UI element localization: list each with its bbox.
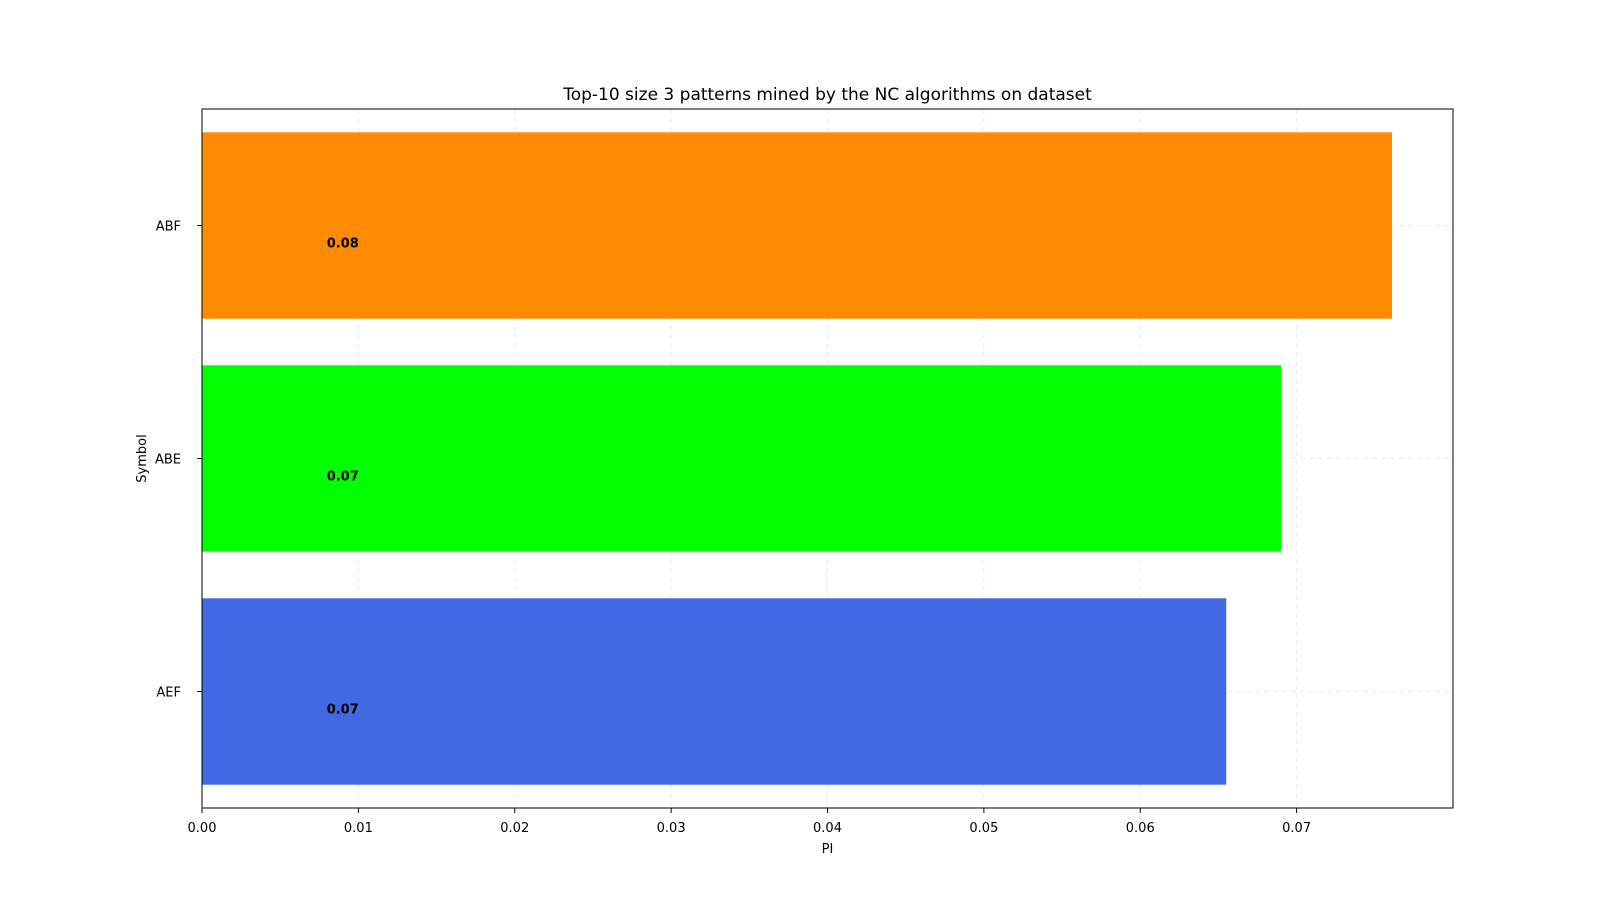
bar-value-label-abf: 0.08: [327, 237, 359, 252]
x-tick-label-3: 0.03: [657, 821, 686, 836]
x-tick-label-1: 0.01: [344, 821, 373, 836]
bar-value-labels: 0.08 0.07 0.07: [327, 237, 359, 718]
y-axis-ticks: ABF ABE AEF: [155, 220, 202, 701]
y-tick-label-abf: ABF: [156, 220, 181, 235]
bar-abf: [202, 132, 1393, 319]
y-axis-label: Symbol: [135, 434, 150, 482]
bar-aef: [202, 598, 1227, 785]
y-tick-label-abe: ABE: [155, 453, 181, 468]
bar-value-label-abe: 0.07: [327, 470, 359, 485]
x-axis-ticks: 0.00 0.01 0.02 0.03 0.04 0.05 0.06 0.07: [188, 808, 1311, 836]
x-tick-label-2: 0.02: [500, 821, 529, 836]
chart-title: Top-10 size 3 patterns mined by the NC a…: [562, 85, 1092, 105]
x-axis-label: PI: [822, 842, 834, 857]
x-tick-label-4: 0.04: [813, 821, 842, 836]
x-tick-label-6: 0.06: [1126, 821, 1155, 836]
bar-value-label-aef: 0.07: [327, 703, 359, 718]
x-tick-label-0: 0.00: [188, 821, 217, 836]
x-tick-label-7: 0.07: [1282, 821, 1311, 836]
y-tick-label-aef: AEF: [156, 686, 181, 701]
bars: [202, 132, 1393, 785]
x-tick-label-5: 0.05: [969, 821, 998, 836]
bar-abe: [202, 365, 1281, 552]
